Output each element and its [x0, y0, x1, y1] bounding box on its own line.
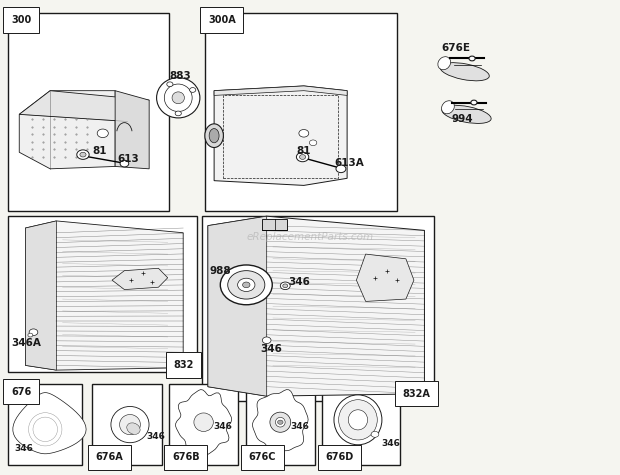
Circle shape — [471, 100, 477, 105]
Circle shape — [242, 282, 250, 288]
Bar — [322, 384, 400, 465]
Ellipse shape — [111, 407, 149, 443]
Text: 676E: 676E — [441, 43, 470, 53]
Bar — [8, 384, 82, 465]
Polygon shape — [115, 91, 149, 169]
Text: 832: 832 — [174, 360, 193, 370]
Text: 676C: 676C — [249, 453, 277, 463]
Circle shape — [190, 87, 196, 92]
Circle shape — [28, 333, 33, 337]
Circle shape — [120, 160, 129, 167]
Circle shape — [80, 152, 86, 157]
Polygon shape — [112, 268, 168, 290]
Ellipse shape — [438, 57, 451, 70]
Text: 988: 988 — [209, 266, 231, 276]
Bar — [205, 12, 397, 211]
Polygon shape — [208, 216, 425, 396]
Circle shape — [371, 431, 379, 437]
Ellipse shape — [157, 77, 200, 118]
Circle shape — [283, 284, 288, 288]
Bar — [8, 12, 169, 211]
Circle shape — [299, 155, 306, 159]
Ellipse shape — [440, 63, 489, 81]
Text: 300A: 300A — [208, 15, 236, 25]
Polygon shape — [19, 91, 115, 169]
Polygon shape — [19, 91, 149, 122]
Circle shape — [228, 271, 265, 299]
Text: 883: 883 — [169, 70, 191, 81]
Circle shape — [280, 282, 290, 290]
Circle shape — [278, 420, 283, 424]
Bar — [262, 218, 287, 230]
Text: 300: 300 — [11, 15, 32, 25]
Text: 994: 994 — [451, 114, 472, 124]
Ellipse shape — [205, 124, 223, 148]
Ellipse shape — [164, 84, 192, 112]
Polygon shape — [25, 221, 183, 370]
Text: 676A: 676A — [95, 453, 123, 463]
Text: 346: 346 — [260, 344, 282, 354]
Circle shape — [469, 56, 475, 61]
Circle shape — [336, 165, 346, 172]
Polygon shape — [252, 390, 308, 455]
Ellipse shape — [270, 412, 291, 432]
Ellipse shape — [120, 415, 140, 435]
Bar — [169, 384, 238, 465]
Polygon shape — [356, 254, 414, 302]
Polygon shape — [13, 393, 86, 454]
Bar — [202, 216, 434, 401]
Polygon shape — [214, 86, 347, 95]
Text: 81: 81 — [296, 146, 311, 156]
Circle shape — [175, 111, 181, 116]
Circle shape — [299, 130, 309, 137]
Text: 346A: 346A — [11, 338, 41, 348]
Circle shape — [220, 265, 272, 305]
Bar — [8, 216, 197, 372]
Text: 346: 346 — [213, 422, 232, 431]
Text: 346: 346 — [290, 422, 309, 431]
Ellipse shape — [209, 129, 219, 143]
Circle shape — [97, 129, 108, 138]
Text: 346: 346 — [14, 444, 33, 453]
Ellipse shape — [275, 418, 285, 427]
Circle shape — [309, 140, 317, 146]
Ellipse shape — [442, 105, 491, 124]
Circle shape — [262, 337, 271, 343]
Circle shape — [167, 82, 173, 86]
Ellipse shape — [172, 92, 184, 104]
Text: 346: 346 — [146, 432, 165, 441]
Ellipse shape — [441, 101, 454, 114]
Circle shape — [237, 278, 255, 292]
Polygon shape — [214, 86, 347, 185]
Text: 613: 613 — [117, 154, 139, 164]
Circle shape — [296, 152, 309, 162]
Text: 832A: 832A — [403, 389, 431, 399]
Circle shape — [77, 150, 89, 159]
Circle shape — [29, 329, 38, 335]
Ellipse shape — [348, 410, 368, 430]
Bar — [246, 384, 315, 465]
Text: 346: 346 — [381, 439, 400, 448]
Bar — [92, 384, 162, 465]
Bar — [223, 95, 338, 178]
Text: 676: 676 — [11, 387, 32, 397]
Ellipse shape — [194, 413, 213, 431]
Ellipse shape — [126, 423, 140, 434]
Ellipse shape — [334, 395, 382, 445]
Text: eReplacementParts.com: eReplacementParts.com — [246, 232, 374, 243]
Polygon shape — [25, 221, 56, 370]
Ellipse shape — [339, 399, 378, 440]
Polygon shape — [175, 390, 232, 455]
Text: 676B: 676B — [172, 453, 200, 463]
Text: 613A: 613A — [335, 158, 365, 168]
Text: 676D: 676D — [326, 453, 354, 463]
Text: 81: 81 — [92, 146, 107, 156]
Polygon shape — [208, 216, 267, 396]
Text: 346: 346 — [288, 277, 310, 287]
